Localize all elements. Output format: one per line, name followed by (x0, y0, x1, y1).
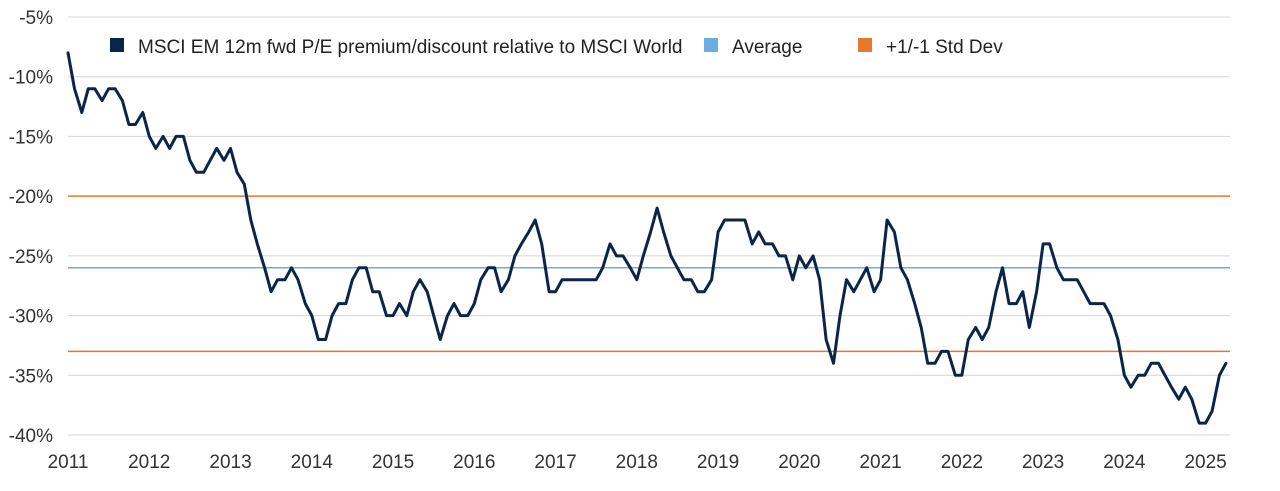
y-tick-label: -5% (19, 8, 53, 29)
y-tick-label: -35% (9, 366, 53, 387)
x-tick-label: 2011 (48, 452, 89, 473)
legend-label-premium: MSCI EM 12m fwd P/E premium/discount rel… (138, 37, 682, 58)
y-tick-label: -15% (9, 127, 53, 148)
y-tick-label: -40% (9, 426, 53, 447)
y-axis-ticks: -5% -10% -15% -20% -25% -30% -35% -40% (9, 8, 53, 447)
gridlines (68, 16, 1230, 436)
x-tick-label: 2020 (778, 452, 820, 473)
y-tick-label: -20% (9, 187, 53, 208)
legend-swatch-premium (110, 38, 124, 52)
series-layer (66, 51, 1228, 425)
legend-swatch-average (704, 38, 718, 52)
x-tick-label: 2018 (616, 452, 658, 473)
legend-label-std-dev: +1/-1 Std Dev (886, 37, 1003, 58)
x-tick-label: 2013 (209, 452, 251, 473)
legend-item-average: Average (704, 37, 802, 58)
reference-lines (68, 195, 1230, 353)
x-tick-label: 2016 (453, 452, 495, 473)
x-tick-label: 2012 (128, 452, 170, 473)
series-line-premium (66, 51, 1228, 425)
x-tick-label: 2025 (1184, 452, 1226, 473)
x-tick-label: 2023 (1022, 452, 1064, 473)
legend-item-std-dev: +1/-1 Std Dev (858, 37, 1003, 58)
legend-swatch-std-dev (858, 38, 872, 52)
x-tick-label: 2017 (534, 452, 576, 473)
legend: MSCI EM 12m fwd P/E premium/discount rel… (110, 37, 1003, 58)
legend-item-premium: MSCI EM 12m fwd P/E premium/discount rel… (110, 37, 682, 58)
x-tick-label: 2014 (291, 452, 334, 473)
x-tick-label: 2021 (859, 452, 901, 473)
legend-label-average: Average (732, 37, 802, 58)
y-tick-label: -30% (9, 307, 53, 328)
x-axis-ticks: 2011 2012 2013 2014 2015 2016 2017 2018 2019 2020… (48, 452, 1227, 473)
x-tick-label: 2022 (941, 452, 983, 473)
y-tick-label: -10% (9, 68, 53, 89)
x-tick-label: 2024 (1103, 452, 1146, 473)
y-tick-label: -25% (9, 247, 53, 268)
x-tick-label: 2019 (697, 452, 739, 473)
x-tick-label: 2015 (372, 452, 414, 473)
